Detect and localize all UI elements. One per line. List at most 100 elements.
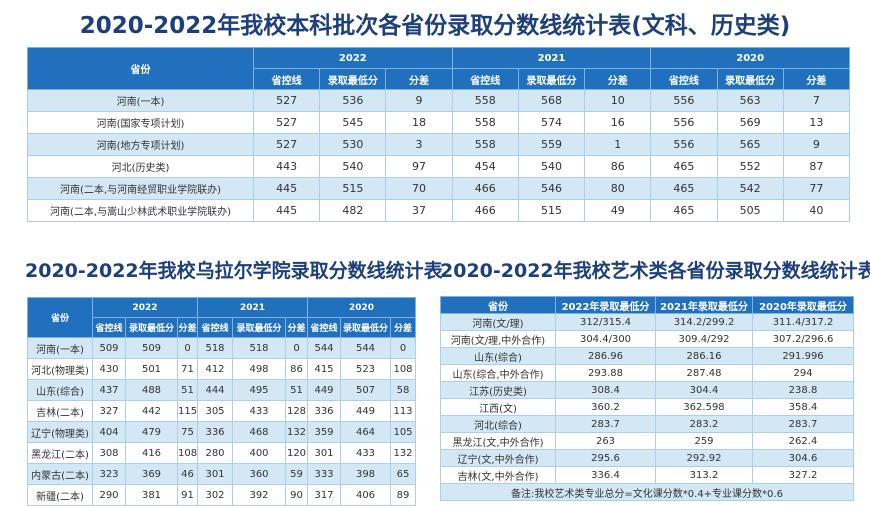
- score-cell: 558: [451, 89, 519, 112]
- score-cell: 0: [390, 337, 416, 359]
- table-row: 内蒙古(二本) 323 369 46 301 360 59 333 398 65: [27, 463, 416, 485]
- header-row-years: 省份 2022 2021 2020: [27, 297, 416, 338]
- province-cell: 辽宁(物理类): [27, 421, 93, 443]
- score-cell: 18: [385, 111, 453, 134]
- score-cell: 558: [451, 133, 519, 156]
- year-header: 2022: [92, 297, 198, 318]
- score-cell: 430: [92, 358, 126, 380]
- score-cell: 113: [390, 400, 416, 422]
- sub-header: 省控线: [307, 317, 341, 338]
- score-cell: 437: [92, 379, 126, 401]
- score-cell: 558: [451, 111, 519, 134]
- score-cell: 358.4: [752, 398, 854, 416]
- province-cell: 新疆(二本): [27, 484, 93, 506]
- score-cell: 544: [307, 337, 341, 359]
- score-cell: 479: [125, 421, 178, 443]
- score-cell: 304.4: [655, 381, 753, 399]
- score-cell: 482: [319, 199, 387, 222]
- province-header: 省份: [27, 297, 93, 338]
- province-header: 省份: [27, 47, 254, 90]
- table-row: 河南(国家专项计划) 527 545 18 558 574 16 556 569 13: [27, 111, 851, 134]
- score-cell: 327: [92, 400, 126, 422]
- score-cell: 527: [252, 111, 321, 134]
- province-cell: 河南(国家专项计划): [27, 111, 254, 134]
- column-header: 省份: [440, 296, 556, 314]
- sub-header: 分差: [285, 317, 308, 338]
- wulaer-score-table: 省份 2022 2021 2020 省控线 录取最低分 分差 省控线 录取最低分 分差 省控线 录取最…: [27, 297, 416, 506]
- score-cell: 308.4: [555, 381, 656, 399]
- score-cell: 360.2: [555, 398, 656, 416]
- year-header: 2020: [307, 297, 416, 318]
- score-cell: 509: [125, 337, 178, 359]
- score-cell: 465: [650, 177, 718, 200]
- score-cell: 1: [584, 133, 652, 156]
- score-cell: 327.2: [752, 466, 854, 484]
- score-cell: 392: [232, 484, 286, 506]
- sub-header: 录取最低分: [340, 317, 391, 338]
- score-cell: 132: [285, 421, 308, 443]
- header-row: 省份 2022年录取最低分 2021年录取最低分 2020年录取最低分: [440, 296, 854, 314]
- score-cell: 294: [752, 364, 854, 382]
- score-cell: 568: [517, 89, 586, 112]
- score-cell: 0: [177, 337, 198, 359]
- score-cell: 540: [319, 155, 387, 178]
- province-cell: 河南(二本,与嵩山少林武术职业学院联办): [27, 199, 254, 222]
- score-cell: 556: [650, 89, 718, 112]
- score-cell: 75: [177, 421, 198, 443]
- table-row: 山东(综合) 286.96 286.16 291.996: [440, 347, 854, 365]
- score-cell: 291.996: [752, 347, 854, 365]
- score-cell: 433: [340, 442, 391, 464]
- score-cell: 544: [340, 337, 391, 359]
- sub-header: 省控线: [650, 68, 718, 90]
- score-cell: 336: [197, 421, 233, 443]
- main-title: 2020-2022年我校本科批次各省份录取分数线统计表(文科、历史类): [79, 13, 791, 39]
- score-cell: 46: [177, 463, 198, 485]
- score-cell: 369: [125, 463, 178, 485]
- score-cell: 323: [92, 463, 126, 485]
- score-cell: 381: [125, 484, 178, 506]
- column-header: 2022年录取最低分: [555, 296, 656, 314]
- score-cell: 466: [451, 199, 519, 222]
- province-cell: 黑龙江(文,中外合作): [440, 432, 556, 450]
- score-cell: 445: [252, 199, 321, 222]
- score-cell: 9: [782, 133, 851, 156]
- score-cell: 305: [197, 400, 233, 422]
- score-cell: 71: [177, 358, 198, 380]
- score-cell: 530: [319, 133, 387, 156]
- sub-header: 省控线: [451, 68, 519, 90]
- score-cell: 552: [716, 155, 784, 178]
- score-cell: 80: [584, 177, 652, 200]
- note-row: 备注:我校艺术类专业总分=文化课分数*0.4+专业课分数*0.6: [440, 483, 854, 501]
- score-cell: 128: [285, 400, 308, 422]
- year-header: 2022: [253, 47, 453, 69]
- score-cell: 507: [340, 379, 391, 401]
- sub-header: 分差: [177, 317, 198, 338]
- province-cell: 吉林(文,中外合作): [440, 466, 556, 484]
- score-cell: 313.2: [655, 466, 753, 484]
- score-cell: 70: [385, 177, 453, 200]
- score-cell: 90: [285, 484, 308, 506]
- score-cell: 336.4: [555, 466, 656, 484]
- score-cell: 108: [177, 442, 198, 464]
- province-cell: 河南(文/理,中外合作): [440, 330, 556, 348]
- province-cell: 河南(文/理): [440, 313, 556, 331]
- art-score-table: 省份 2022年录取最低分 2021年录取最低分 2020年录取最低分 河南(文/理) 3…: [440, 296, 854, 501]
- score-cell: 238.8: [752, 381, 854, 399]
- score-cell: 293.88: [555, 364, 656, 382]
- table-row: 江苏(历史类) 308.4 304.4 238.8: [440, 381, 854, 399]
- score-cell: 540: [517, 155, 586, 178]
- score-cell: 59: [285, 463, 308, 485]
- score-cell: 398: [340, 463, 391, 485]
- table-row: 山东(综合) 437 488 51 444 495 51 449 507 58: [27, 379, 416, 401]
- sub-header: 分差: [390, 317, 416, 338]
- score-cell: 569: [716, 111, 784, 134]
- score-cell: 359: [307, 421, 341, 443]
- score-cell: 301: [307, 442, 341, 464]
- sub-header: 分差: [385, 68, 453, 90]
- score-cell: 51: [285, 379, 308, 401]
- score-cell: 518: [197, 337, 233, 359]
- score-cell: 91: [177, 484, 198, 506]
- score-cell: 51: [177, 379, 198, 401]
- table-row: 河南(二本,与河南经贸职业学院联办) 445 515 70 466 546 80 465 542…: [27, 177, 851, 200]
- score-cell: 464: [340, 421, 391, 443]
